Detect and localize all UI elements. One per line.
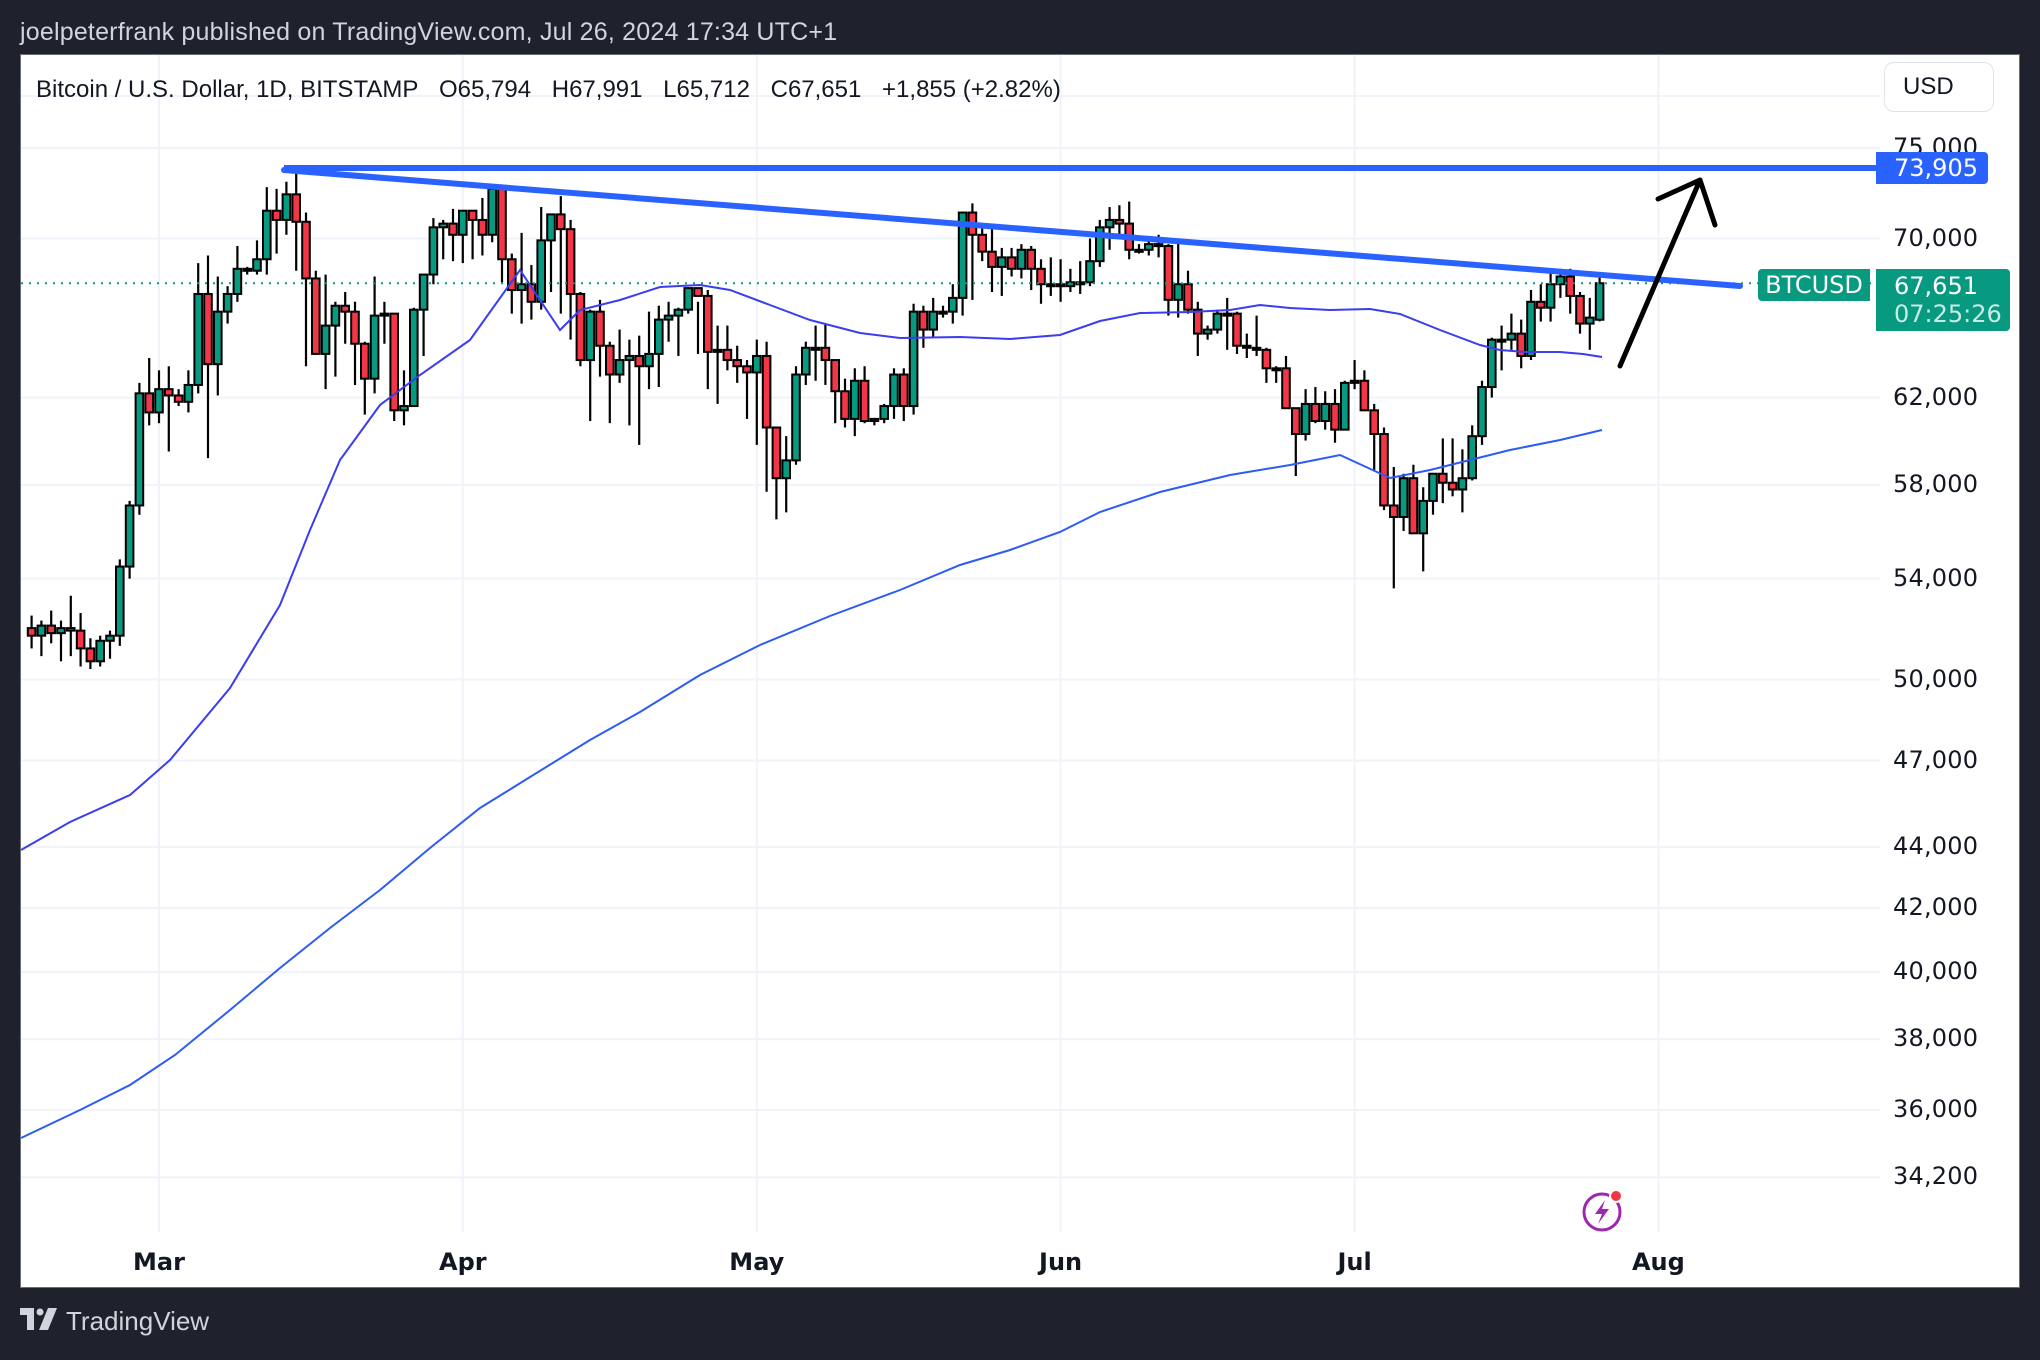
- time-axis-label: Apr: [439, 1248, 487, 1276]
- ohlc-high: H67,991: [551, 76, 643, 103]
- tradingview-logo-icon: [20, 1306, 58, 1337]
- price-axis-label: 42,000: [1893, 893, 1979, 922]
- time-axis-label: Jul: [1337, 1248, 1372, 1276]
- ohlc-open: O65,794: [439, 76, 532, 103]
- moving-average-long: [20, 429, 1603, 1139]
- price-axis-label: 44,000: [1893, 832, 1979, 861]
- price-axis-label: 62,000: [1893, 382, 1979, 411]
- price-axis-label: 47,000: [1893, 745, 1979, 774]
- ohlc-close: C67,651: [770, 76, 862, 103]
- time-axis-label: May: [729, 1248, 785, 1276]
- price-axis-label: 36,000: [1893, 1095, 1979, 1124]
- last-price: 67,651: [1894, 272, 1978, 300]
- last-price-tag: 67,651 07:25:26: [1876, 269, 2010, 331]
- moving-average-short: [20, 268, 1603, 851]
- resistance-price-tag: 73,905: [1876, 152, 1988, 184]
- price-axis-label: 70,000: [1893, 223, 1979, 252]
- ohlc-low: L65,712: [663, 76, 750, 103]
- ohlc-change: +1,855 (+2.82%): [882, 76, 1061, 103]
- alert-lightning-icon[interactable]: [1581, 1187, 1627, 1238]
- time-axis-label: Jun: [1039, 1248, 1083, 1276]
- symbol-tag: BTCUSD: [1758, 269, 1870, 301]
- price-axis-label: 50,000: [1893, 664, 1979, 693]
- price-axis-label: 34,200: [1893, 1162, 1979, 1191]
- projection-arrow[interactable]: [1617, 177, 1718, 369]
- symbol-legend: Bitcoin / U.S. Dollar, 1D, BITSTAMP O65,…: [36, 76, 1075, 104]
- currency-button[interactable]: USD: [1884, 62, 1994, 112]
- price-axis-label: 54,000: [1893, 563, 1979, 592]
- tradingview-footer: TradingView: [20, 1306, 209, 1337]
- candles: [26, 169, 1605, 670]
- symbol-title[interactable]: Bitcoin / U.S. Dollar, 1D, BITSTAMP: [36, 76, 419, 103]
- price-axis-label: 38,000: [1893, 1024, 1979, 1053]
- descending-trendline[interactable]: [281, 167, 1743, 289]
- publish-info: joelpeterfrank published on TradingView.…: [20, 18, 838, 46]
- price-axis-label: 58,000: [1893, 469, 1979, 498]
- time-axis-label: Mar: [133, 1248, 185, 1276]
- tradingview-brand[interactable]: TradingView: [66, 1306, 210, 1336]
- bar-countdown: 07:25:26: [1894, 300, 2002, 328]
- time-axis-label: Aug: [1631, 1248, 1685, 1276]
- price-axis-label: 40,000: [1893, 956, 1979, 985]
